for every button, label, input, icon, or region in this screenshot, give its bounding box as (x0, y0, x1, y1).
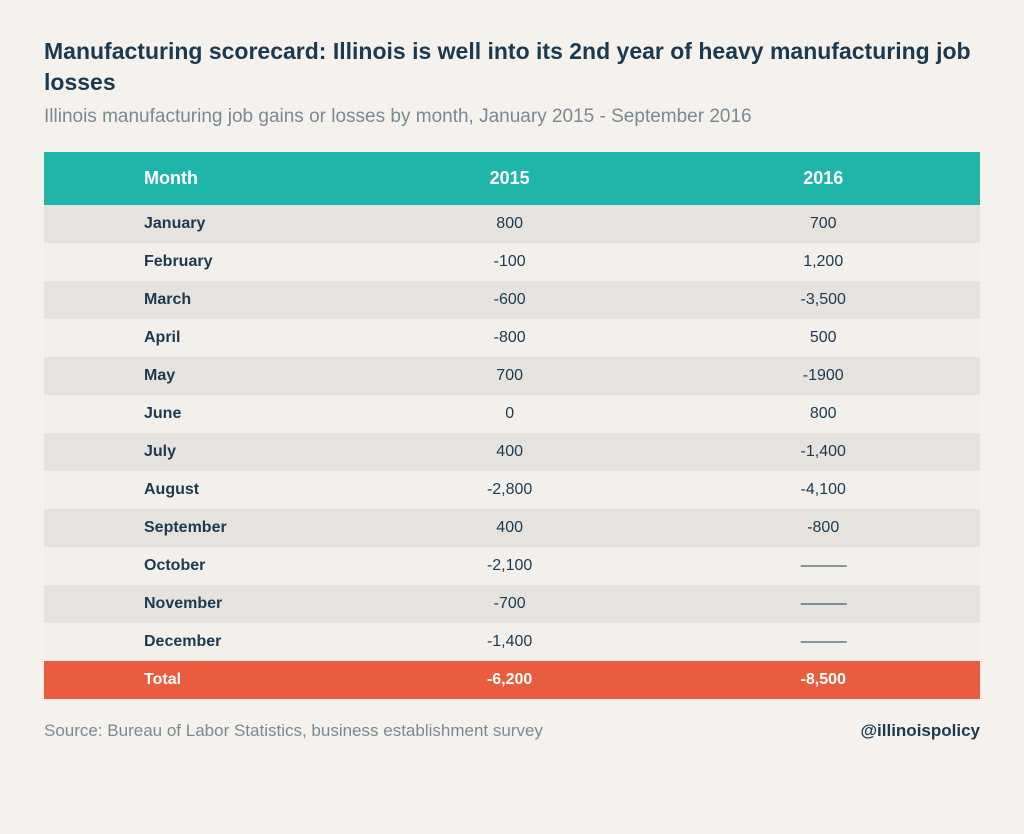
table-row: August -2,800 -4,100 (44, 471, 980, 509)
table-row: February -100 1,200 (44, 243, 980, 281)
cell-2016: -800 (666, 509, 980, 547)
table-row: September 400 -800 (44, 509, 980, 547)
cell-month: May (44, 357, 353, 395)
table-row: July 400 -1,400 (44, 433, 980, 471)
cell-2016: -1,400 (666, 433, 980, 471)
cell-2016: ——— (666, 623, 980, 661)
table-row: December -1,400 ——— (44, 623, 980, 661)
cell-2015: 800 (353, 205, 667, 243)
cell-month: August (44, 471, 353, 509)
cell-2016: -1900 (666, 357, 980, 395)
cell-total-label: Total (44, 661, 353, 699)
source-text: Source: Bureau of Labor Statistics, busi… (44, 721, 543, 741)
cell-2016: -3,500 (666, 281, 980, 319)
cell-total-2015: -6,200 (353, 661, 667, 699)
cell-month: January (44, 205, 353, 243)
cell-month: September (44, 509, 353, 547)
data-table: Month 2015 2016 January 800 700 February… (44, 152, 980, 699)
table-total-row: Total -6,200 -8,500 (44, 661, 980, 699)
cell-total-2016: -8,500 (666, 661, 980, 699)
cell-2015: 400 (353, 509, 667, 547)
cell-month: June (44, 395, 353, 433)
table-row: January 800 700 (44, 205, 980, 243)
cell-2015: -700 (353, 585, 667, 623)
cell-2016: 700 (666, 205, 980, 243)
cell-2016: ——— (666, 585, 980, 623)
cell-month: April (44, 319, 353, 357)
page-subtitle: Illinois manufacturing job gains or loss… (44, 106, 980, 128)
cell-2015: -100 (353, 243, 667, 281)
table-header-row: Month 2015 2016 (44, 152, 980, 205)
table-row: November -700 ——— (44, 585, 980, 623)
col-header-month: Month (44, 152, 353, 205)
cell-2015: 700 (353, 357, 667, 395)
col-header-2016: 2016 (666, 152, 980, 205)
table-row: June 0 800 (44, 395, 980, 433)
cell-2015: -2,100 (353, 547, 667, 585)
cell-2016: 1,200 (666, 243, 980, 281)
col-header-2015: 2015 (353, 152, 667, 205)
cell-2015: 400 (353, 433, 667, 471)
cell-month: July (44, 433, 353, 471)
table-body: January 800 700 February -100 1,200 Marc… (44, 205, 980, 699)
table-row: May 700 -1900 (44, 357, 980, 395)
page-title: Manufacturing scorecard: Illinois is wel… (44, 36, 980, 98)
table-row: April -800 500 (44, 319, 980, 357)
cell-2015: 0 (353, 395, 667, 433)
cell-2015: -1,400 (353, 623, 667, 661)
cell-2016: ——— (666, 547, 980, 585)
cell-month: October (44, 547, 353, 585)
footer: Source: Bureau of Labor Statistics, busi… (44, 721, 980, 741)
cell-month: December (44, 623, 353, 661)
cell-2016: -4,100 (666, 471, 980, 509)
table-row: March -600 -3,500 (44, 281, 980, 319)
cell-2015: -2,800 (353, 471, 667, 509)
cell-2015: -600 (353, 281, 667, 319)
social-handle: @illinoispolicy (860, 721, 980, 741)
cell-2016: 500 (666, 319, 980, 357)
cell-month: March (44, 281, 353, 319)
cell-2016: 800 (666, 395, 980, 433)
cell-month: November (44, 585, 353, 623)
cell-month: February (44, 243, 353, 281)
table-row: October -2,100 ——— (44, 547, 980, 585)
cell-2015: -800 (353, 319, 667, 357)
